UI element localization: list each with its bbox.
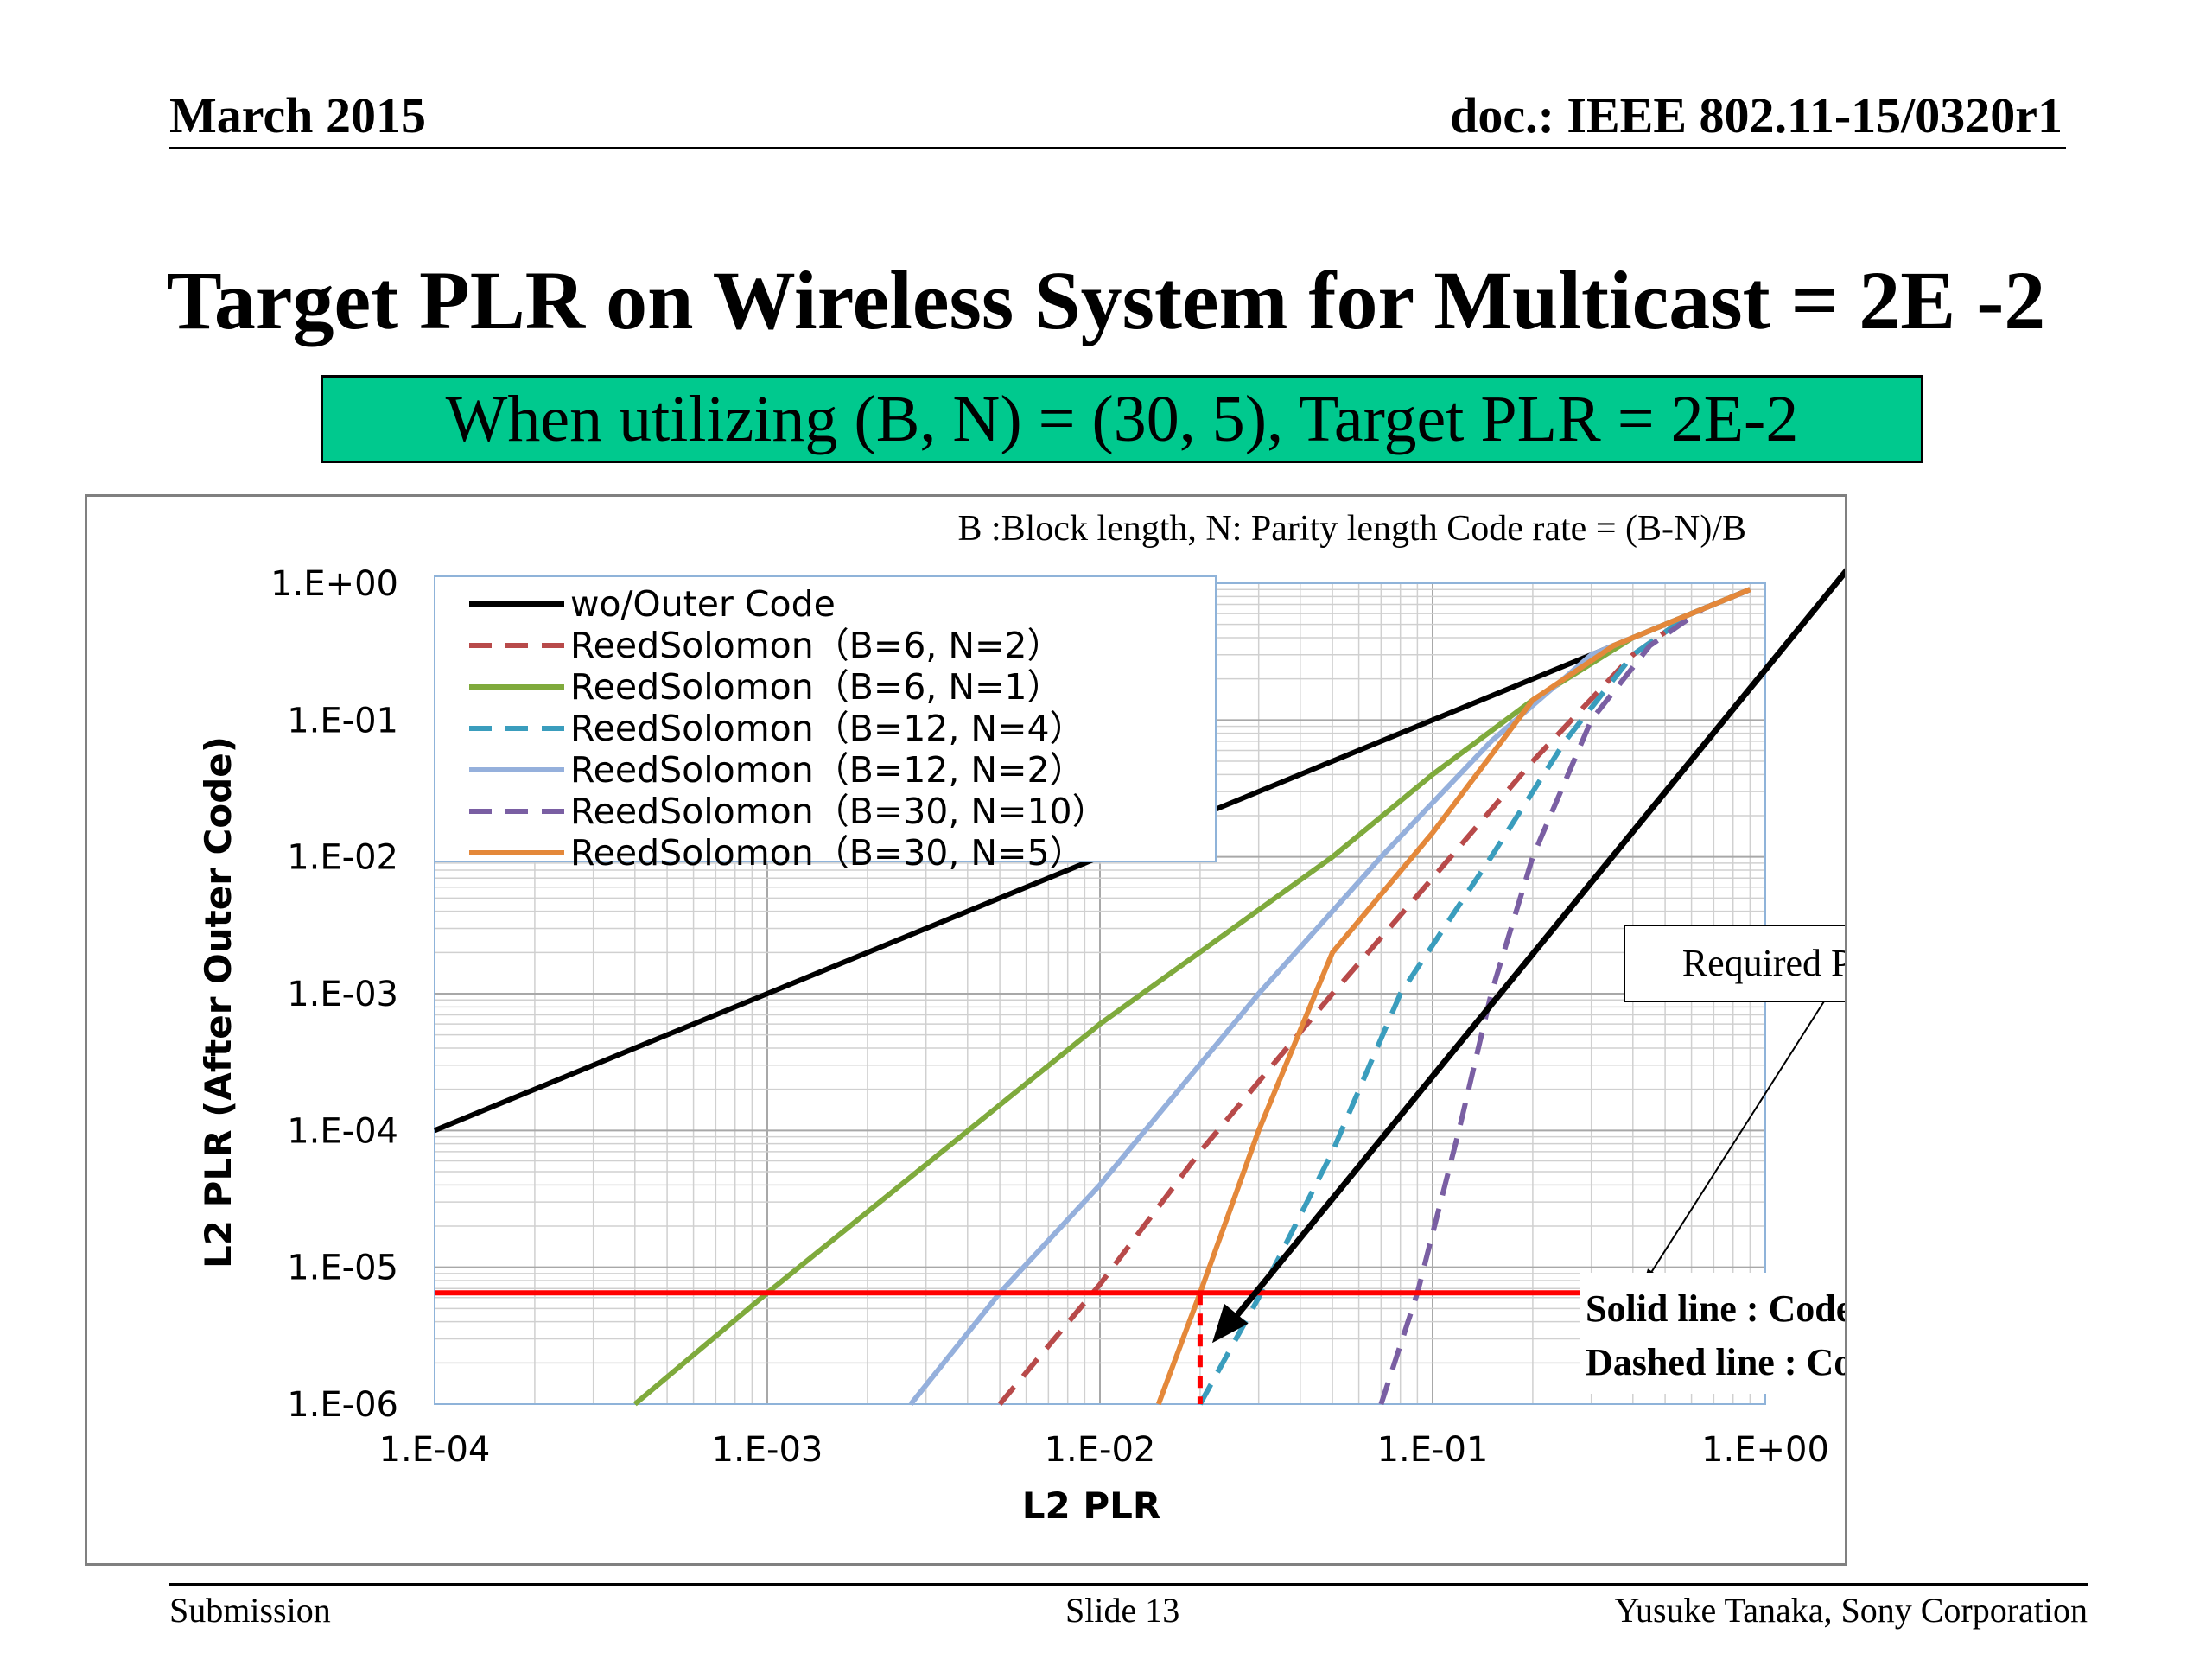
target-arrow-shaft	[1222, 568, 1845, 1333]
series-line-2	[632, 587, 1751, 1407]
y-tick-label: 1.E-06	[287, 1385, 398, 1425]
header-divider	[169, 147, 2066, 149]
required-plr-marks	[435, 1290, 1772, 1404]
y-tick-label: 1.E-04	[287, 1111, 398, 1151]
slide-title: Target PLR on Wireless System for Multic…	[166, 254, 2046, 346]
solid-line-note: Solid line : Code Rate = 5/6	[1586, 1287, 1845, 1330]
y-tick-label: 1.E-01	[287, 701, 398, 741]
legend-label-0: wo/Outer Code	[570, 583, 836, 625]
legend-box	[434, 575, 1217, 862]
chart-axes: 1.E-04 1.E-03 1.E-02 1.E-01 1.E+00 1.E+00 1.E-…	[197, 564, 1829, 1527]
header-date: March 2015	[169, 87, 426, 143]
x-tick-label: 1.E-02	[1045, 1430, 1156, 1470]
footer-divider	[169, 1583, 2088, 1586]
x-tick-label: 1.E+00	[1701, 1430, 1829, 1470]
y-axis-label: L2 PLR (After Outer Code)	[197, 736, 239, 1268]
target-arrow-head	[1211, 1303, 1249, 1344]
legend-label-2: ReedSolomon（B=6, N=1）	[570, 666, 1062, 708]
header-doc-id: doc.: IEEE 802.11-15/0320r1	[1450, 87, 2063, 143]
y-tick-label: 1.E-02	[287, 838, 398, 878]
x-axis-label: L2 PLR	[1022, 1484, 1161, 1527]
legend-label-5: ReedSolomon（B=30, N=10）	[570, 791, 1108, 832]
chart-annotations: B :Block length, N: Parity length Code r…	[957, 509, 1845, 1394]
highlight-banner: When utilizing (B, N) = (30, 5), Target …	[321, 375, 1923, 463]
chart-frame: 1.E-04 1.E-03 1.E-02 1.E-01 1.E+00 1.E+00 1.E-…	[85, 494, 1847, 1566]
series-line-5	[1378, 587, 1751, 1405]
code-rate-backing	[1580, 1273, 1845, 1394]
dashed-line-note: Dashed line : Code Rate = 2/3	[1586, 1341, 1845, 1383]
y-tick-label: 1.E+00	[270, 564, 398, 604]
y-tick-label: 1.E-05	[287, 1249, 398, 1288]
footer-author: Yusuke Tanaka, Sony Corporation	[1614, 1591, 2088, 1630]
required-plr-leader	[1642, 1001, 1825, 1287]
required-plr-box	[1624, 925, 1845, 1002]
x-tick-label: 1.E-04	[379, 1430, 491, 1470]
plr-chart: 1.E-04 1.E-03 1.E-02 1.E-01 1.E+00 1.E+00 1.E-…	[197, 509, 1845, 1527]
y-tick-label: 1.E-03	[287, 975, 398, 1014]
legend-label-1: ReedSolomon（B=6, N=2）	[570, 625, 1062, 666]
legend-label-4: ReedSolomon（B=12, N=2）	[570, 749, 1085, 791]
x-tick-label: 1.E-03	[712, 1430, 823, 1470]
block-length-note: B :Block length, N: Parity length Code r…	[957, 509, 1746, 549]
legend-label-3: ReedSolomon（B=12, N=4）	[570, 708, 1085, 749]
series-line-6	[1155, 587, 1751, 1406]
legend-label-6: ReedSolomon（B=30, N=5）	[570, 832, 1085, 874]
x-tick-label: 1.E-01	[1377, 1430, 1489, 1470]
footer-submission: Submission	[169, 1591, 331, 1630]
footer-slide-number: Slide 13	[1065, 1591, 1180, 1630]
chart-series	[433, 587, 1751, 1407]
required-plr-label: Required PLR on application	[1682, 942, 1845, 984]
